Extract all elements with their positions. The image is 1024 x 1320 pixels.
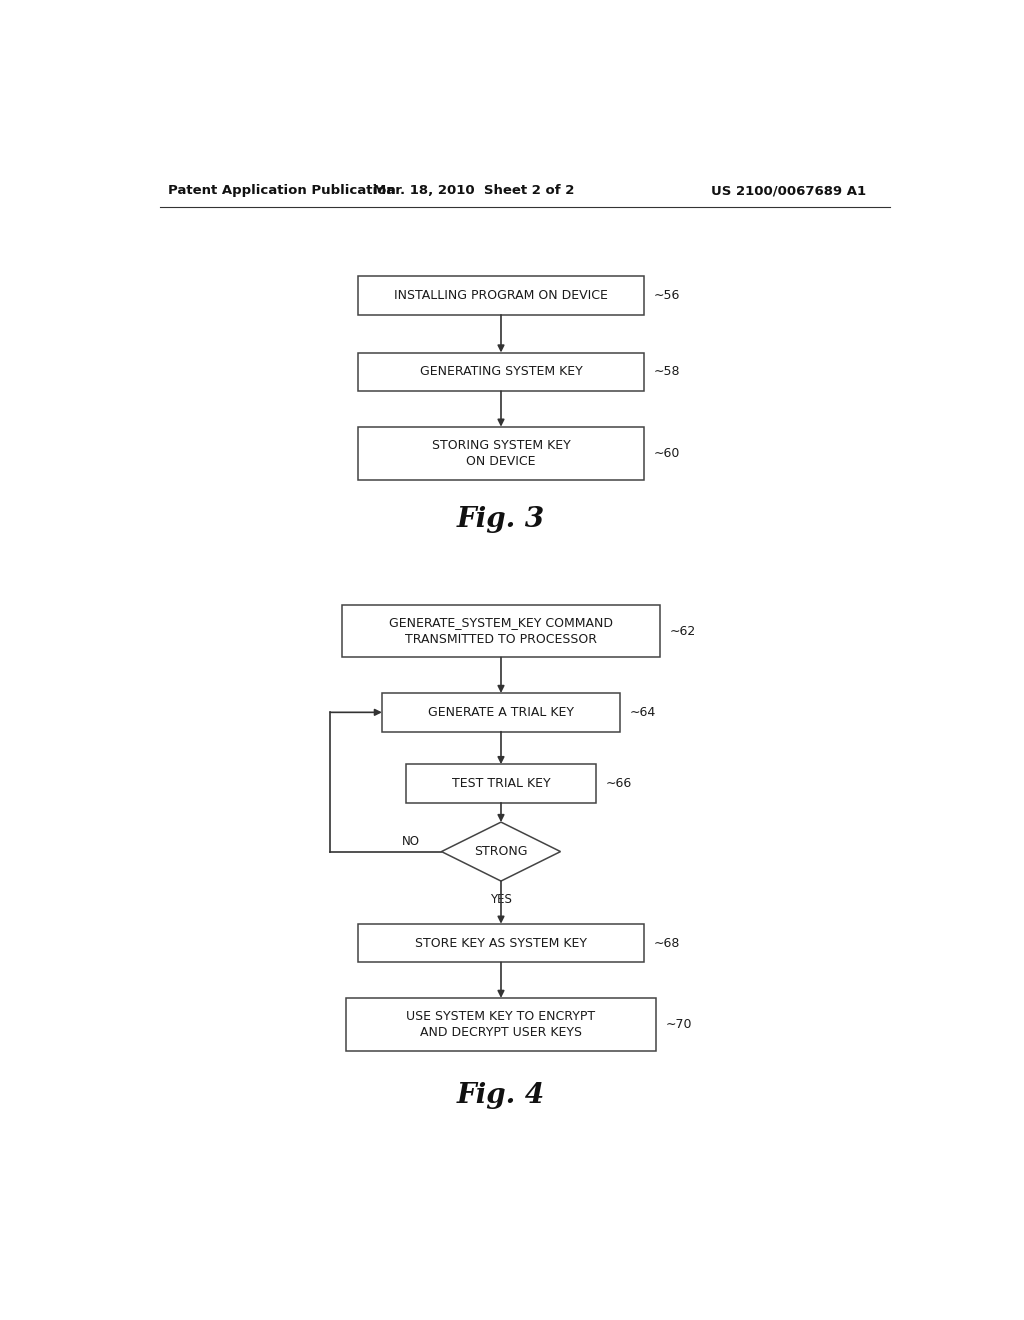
Text: ∼68: ∼68 (653, 937, 680, 949)
Text: ∼56: ∼56 (653, 289, 680, 302)
Text: Mar. 18, 2010  Sheet 2 of 2: Mar. 18, 2010 Sheet 2 of 2 (373, 185, 573, 198)
Text: ∼62: ∼62 (670, 624, 695, 638)
Text: GENERATE A TRIAL KEY: GENERATE A TRIAL KEY (428, 706, 574, 719)
Text: ∼64: ∼64 (630, 706, 655, 719)
Text: USE SYSTEM KEY TO ENCRYPT
AND DECRYPT USER KEYS: USE SYSTEM KEY TO ENCRYPT AND DECRYPT US… (407, 1010, 596, 1039)
Text: STORING SYSTEM KEY
ON DEVICE: STORING SYSTEM KEY ON DEVICE (432, 438, 570, 467)
Text: GENERATE_SYSTEM_KEY COMMAND
TRANSMITTED TO PROCESSOR: GENERATE_SYSTEM_KEY COMMAND TRANSMITTED … (389, 616, 613, 645)
Text: ∼70: ∼70 (666, 1018, 692, 1031)
FancyBboxPatch shape (342, 605, 659, 657)
Text: STRONG: STRONG (474, 845, 527, 858)
Text: YES: YES (490, 892, 512, 906)
Text: ∼58: ∼58 (653, 366, 680, 379)
FancyBboxPatch shape (358, 276, 644, 315)
FancyBboxPatch shape (358, 924, 644, 962)
Text: US 2100/0067689 A1: US 2100/0067689 A1 (711, 185, 866, 198)
FancyBboxPatch shape (406, 764, 596, 803)
Text: INSTALLING PROGRAM ON DEVICE: INSTALLING PROGRAM ON DEVICE (394, 289, 608, 302)
FancyBboxPatch shape (382, 693, 620, 731)
Text: NO: NO (402, 836, 420, 847)
Text: TEST TRIAL KEY: TEST TRIAL KEY (452, 777, 550, 789)
Text: Fig. 3: Fig. 3 (457, 506, 545, 533)
FancyBboxPatch shape (346, 998, 655, 1051)
Text: ∼66: ∼66 (606, 777, 632, 789)
Text: Fig. 4: Fig. 4 (457, 1082, 545, 1109)
FancyBboxPatch shape (358, 352, 644, 391)
Text: GENERATING SYSTEM KEY: GENERATING SYSTEM KEY (420, 366, 583, 379)
Text: ∼60: ∼60 (653, 446, 680, 459)
Polygon shape (441, 822, 560, 880)
Text: Patent Application Publication: Patent Application Publication (168, 185, 395, 198)
FancyBboxPatch shape (358, 426, 644, 479)
Text: STORE KEY AS SYSTEM KEY: STORE KEY AS SYSTEM KEY (415, 937, 587, 949)
